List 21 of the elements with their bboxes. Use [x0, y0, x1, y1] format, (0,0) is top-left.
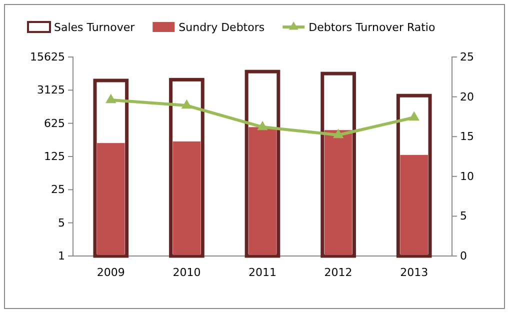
- y-tick-label: 125: [44, 150, 65, 164]
- x-tick-label: 2013: [400, 266, 428, 279]
- y2-tick-label: 5: [460, 210, 467, 223]
- y2-tick-label: 25: [460, 50, 474, 64]
- legend-label: Sundry Debtors: [178, 21, 265, 34]
- y2-tick-label: 0: [460, 250, 467, 263]
- legend-label: Sales Turnover: [54, 21, 136, 34]
- y-tick-label: 1: [58, 250, 65, 263]
- x-tick-label: 2012: [324, 266, 352, 279]
- y2-tick-label: 15: [460, 130, 474, 144]
- y-tick-label: 625: [44, 116, 65, 130]
- y-tick-label: 5: [58, 216, 65, 230]
- x-tick-label: 2010: [172, 266, 201, 279]
- y-tick-label: 25: [51, 183, 65, 196]
- y2-tick-label: 10: [460, 170, 474, 183]
- y-tick-label: 15625: [30, 50, 65, 64]
- y2-tick-label: 20: [460, 90, 474, 104]
- legend-label: Debtors Turnover Ratio: [308, 21, 436, 34]
- x-tick-label: 2009: [96, 266, 125, 279]
- y-tick-label: 3125: [37, 84, 65, 97]
- x-tick-label: 2011: [248, 266, 276, 279]
